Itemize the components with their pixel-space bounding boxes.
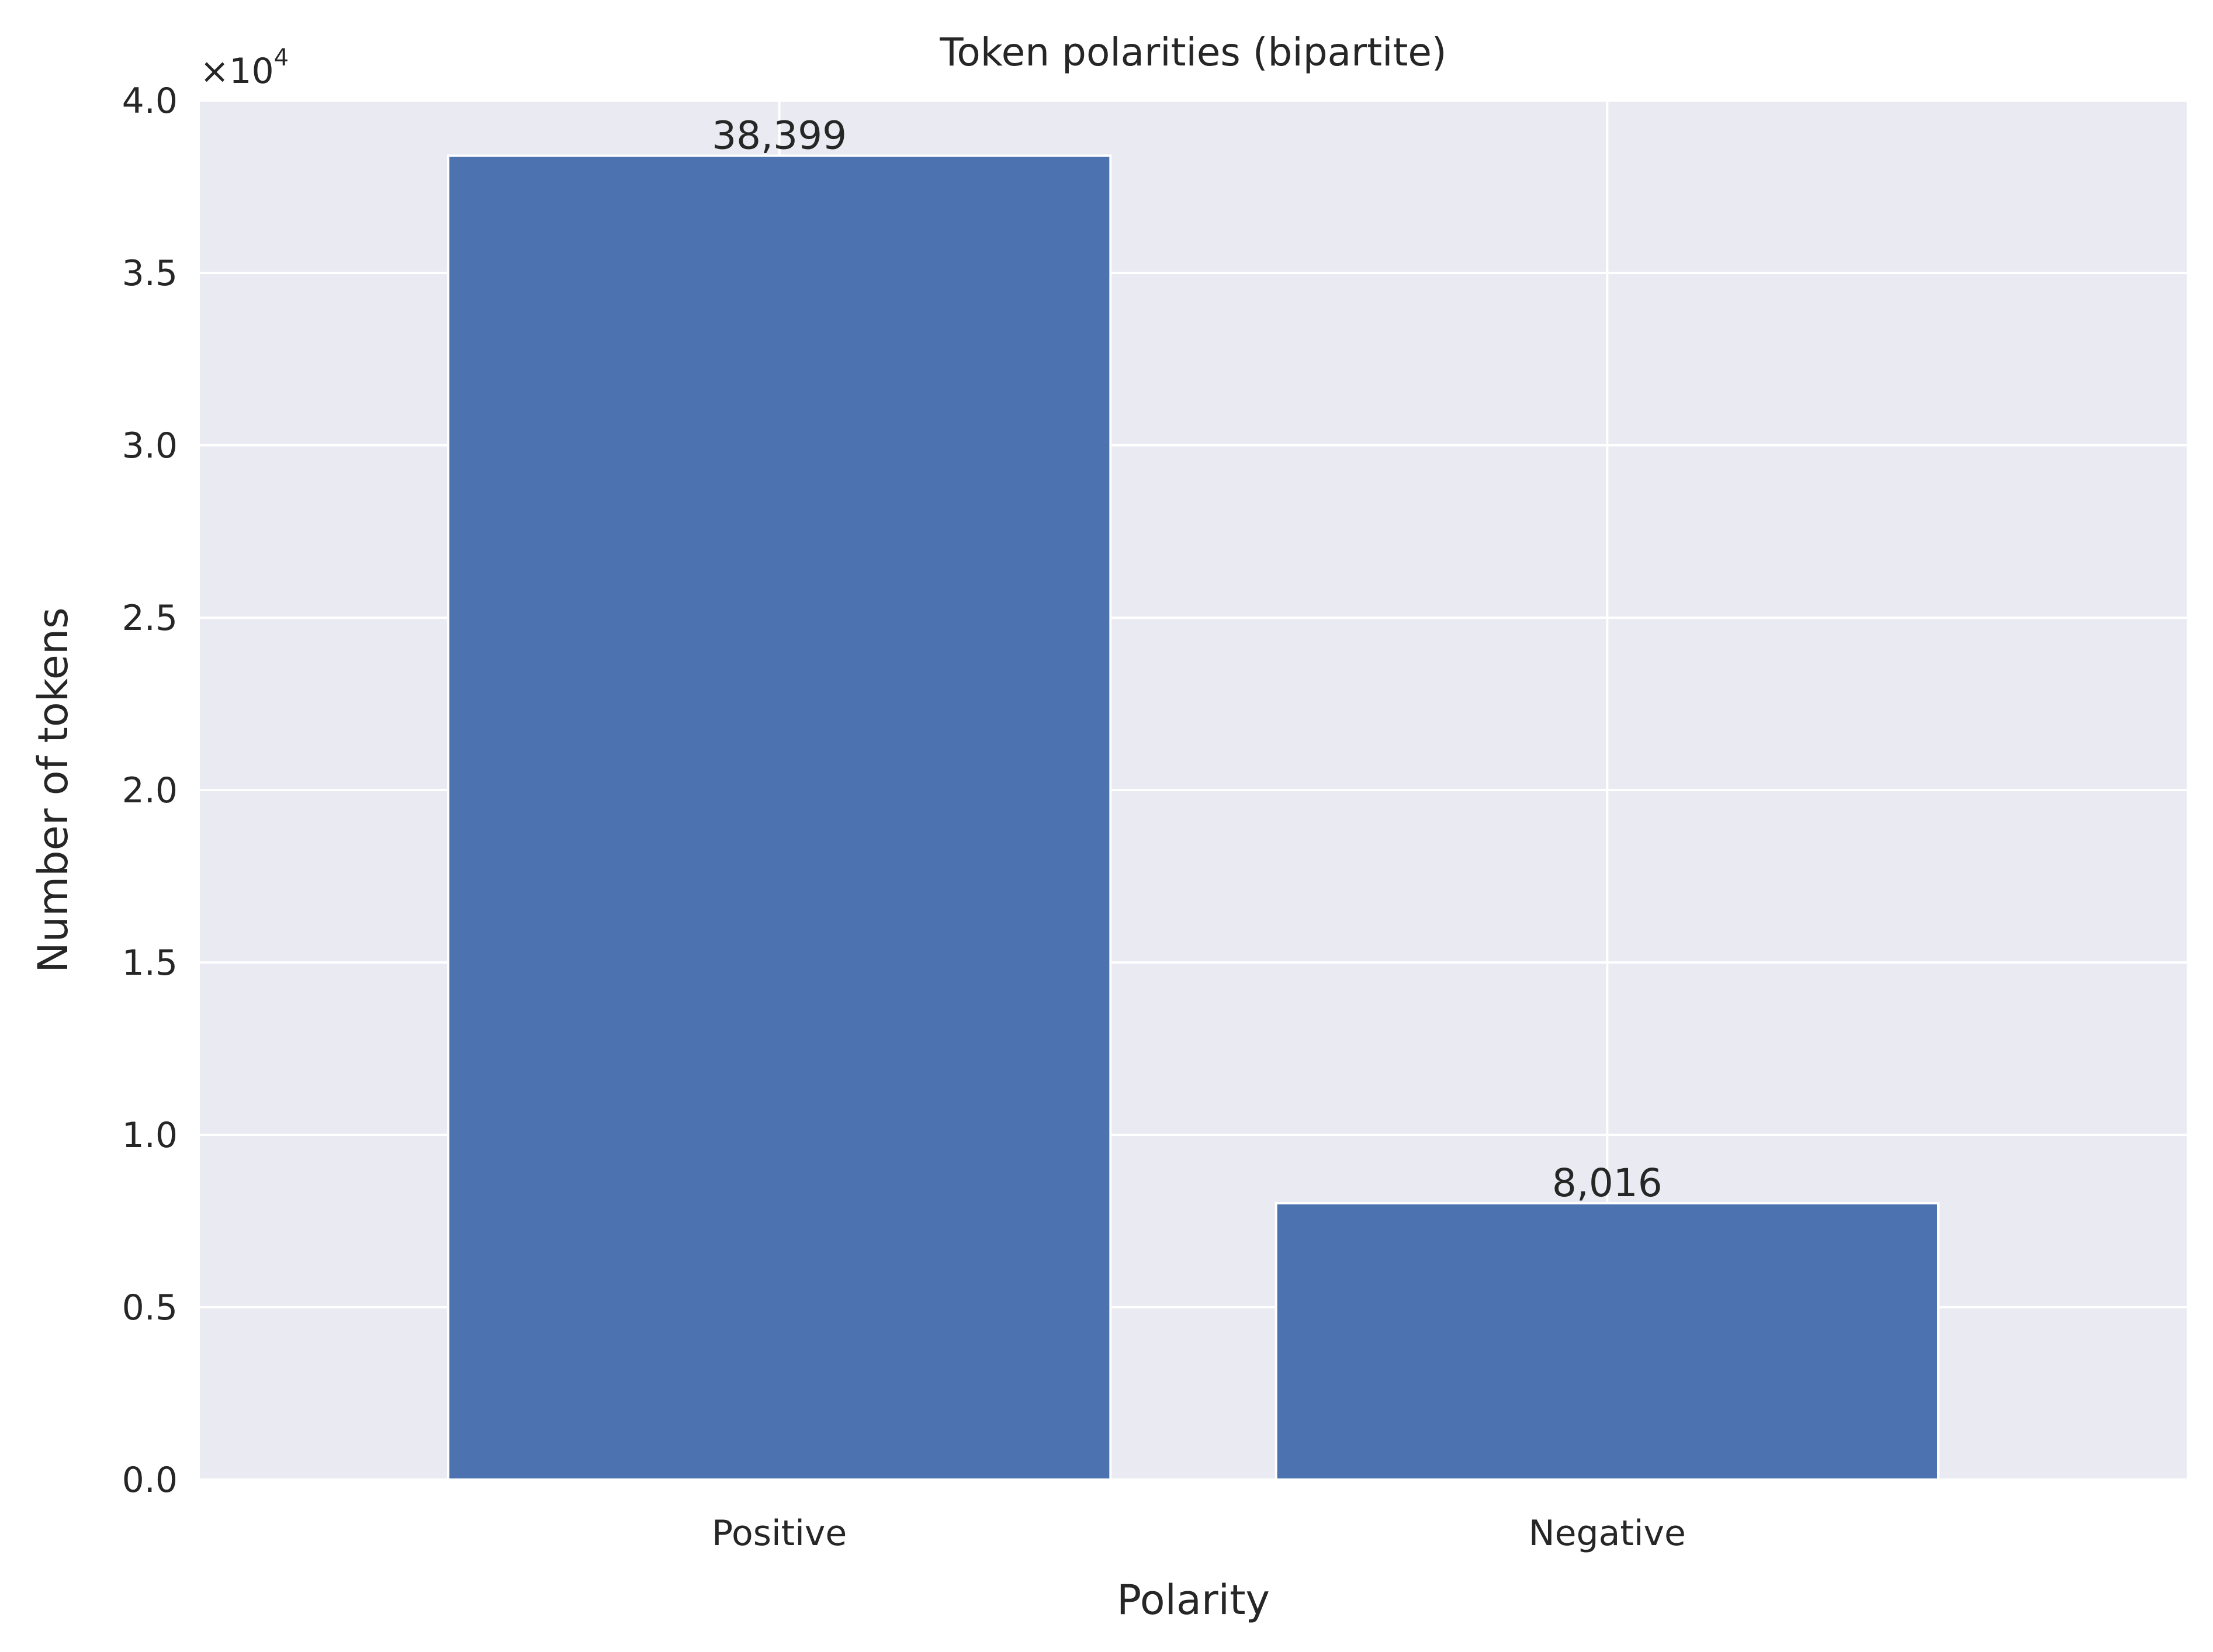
chart-title: Token polarities (bipartite) (939, 30, 1446, 75)
y-tick-label: 0.5 (122, 1287, 178, 1328)
x-axis-label: Polarity (1117, 1576, 1270, 1624)
y-axis-label: Number of tokens (29, 607, 77, 972)
bars (447, 154, 1940, 1481)
y-offset-exponent: 4 (274, 44, 289, 71)
bar-value-label: 38,399 (712, 113, 847, 158)
y-offset-label: ×104 (200, 44, 289, 92)
y-tick-label: 3.5 (122, 253, 178, 294)
x-tick-label: Negative (1529, 1513, 1686, 1554)
bar-positive (447, 154, 1112, 1481)
y-tick-label: 2.0 (122, 770, 178, 811)
y-tick-labels: 0.0 0.5 1.0 1.5 2.0 2.5 3.0 3.5 4.0 (122, 81, 178, 1501)
y-tick-label: 2.5 (122, 598, 178, 639)
x-tick-labels: Positive Negative (712, 1513, 1686, 1554)
y-tick-label: 0.0 (122, 1460, 178, 1501)
bar-value-labels: 38,399 8,016 (712, 113, 1663, 1206)
bar-value-label: 8,016 (1552, 1161, 1663, 1206)
y-tick-label: 1.0 (122, 1115, 178, 1156)
x-tick-label: Positive (712, 1513, 847, 1554)
y-tick-label: 3.0 (122, 425, 178, 466)
y-tick-label: 4.0 (122, 81, 178, 122)
bar-negative (1275, 1202, 1940, 1481)
y-tick-label: 1.5 (122, 943, 178, 983)
